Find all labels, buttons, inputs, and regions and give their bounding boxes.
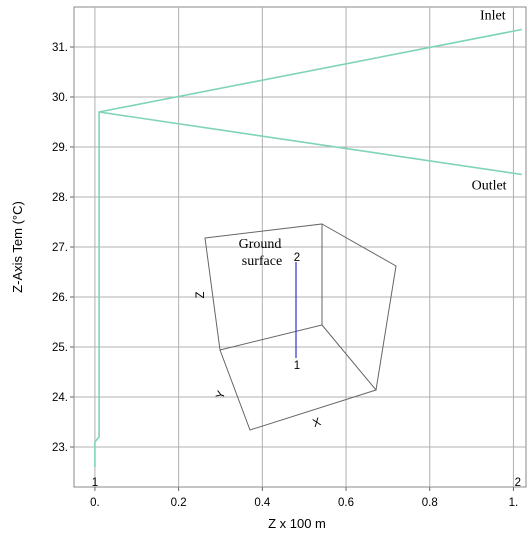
series-line-1 bbox=[94, 28, 522, 467]
corner-mark-2: 2 bbox=[515, 477, 521, 489]
inset-point-1: 1 bbox=[294, 360, 300, 372]
y-tick-label: 23. bbox=[52, 442, 68, 454]
inset-bottom-face bbox=[219, 349, 377, 431]
y-tick-labels: 23. 24. 25. 26. 27. 28. 29. 30. 31. bbox=[52, 42, 68, 454]
series-line-2 bbox=[98, 111, 522, 176]
y-tick-label: 28. bbox=[52, 192, 68, 204]
grid bbox=[70, 7, 526, 491]
y-tick-label: 31. bbox=[52, 42, 68, 54]
x-tick-label: 0.6 bbox=[338, 497, 354, 509]
x-tick-label: 1. bbox=[509, 497, 519, 509]
x-tick-label: 0.4 bbox=[254, 497, 271, 509]
y-tick-label: 27. bbox=[52, 242, 68, 254]
inset-surface-label-line1: Ground bbox=[239, 237, 282, 252]
annotation-inlet: Inlet bbox=[480, 9, 506, 24]
y-tick-label: 24. bbox=[52, 392, 68, 404]
inset-axis-z: Z bbox=[195, 291, 207, 298]
y-tick-label: 30. bbox=[52, 92, 68, 104]
inset-3d-view: 2 1 Ground surface Z Y X bbox=[195, 223, 397, 431]
series-lines bbox=[94, 28, 522, 467]
inset-point-2: 2 bbox=[294, 252, 300, 264]
x-tick-label: 0.2 bbox=[171, 497, 187, 509]
y-tick-label: 25. bbox=[52, 342, 68, 354]
inset-right-face bbox=[321, 223, 397, 392]
y-tick-label: 26. bbox=[52, 292, 68, 304]
inset-axis-y: Y bbox=[214, 389, 228, 401]
inset-axis-x: X bbox=[311, 416, 323, 430]
annotation-outlet: Outlet bbox=[472, 179, 507, 194]
corner-mark-1: 1 bbox=[92, 477, 98, 489]
x-axis-label: Z x 100 m bbox=[268, 516, 326, 531]
x-tick-label: 0. bbox=[90, 497, 100, 509]
inset-surface-label-line2: surface bbox=[242, 254, 282, 269]
y-axis-label: Z-Axis Tem (°C) bbox=[10, 201, 25, 293]
inset-box bbox=[204, 223, 397, 431]
x-tick-label: 0.8 bbox=[422, 497, 438, 509]
y-tick-label: 29. bbox=[52, 142, 68, 154]
x-tick-labels: 0. 0.2 0.4 0.6 0.8 1. bbox=[90, 497, 518, 509]
